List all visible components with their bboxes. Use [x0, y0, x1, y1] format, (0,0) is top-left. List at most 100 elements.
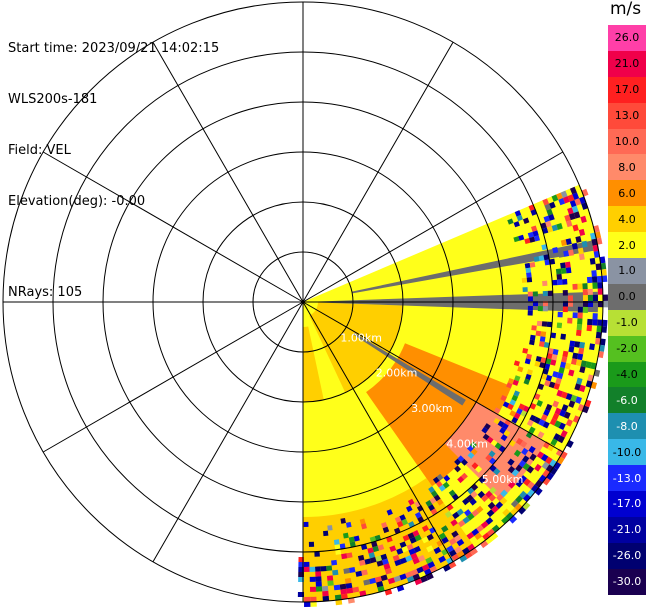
noise-cell: [481, 494, 489, 503]
noise-cell: [538, 418, 546, 427]
colorbar-entry: -6.0: [608, 387, 646, 414]
noise-cell: [376, 581, 384, 588]
noise-cell: [544, 363, 551, 370]
noise-cell: [407, 498, 415, 506]
noise-cell: [565, 261, 571, 268]
noise-cell: [501, 423, 509, 430]
noise-cell: [592, 244, 599, 252]
velocity-sector: [303, 326, 324, 402]
noise-cell: [541, 244, 548, 251]
noise-cell: [555, 377, 562, 385]
noise-cell: [507, 488, 516, 497]
noise-cell: [602, 300, 608, 308]
velocity-sector: [353, 332, 466, 406]
noise-cell: [499, 497, 508, 505]
noise-cell: [567, 317, 573, 324]
noise-cell: [545, 456, 553, 465]
noise-cell: [470, 448, 478, 456]
noise-cell: [543, 342, 550, 348]
noise-cell: [542, 368, 549, 375]
noise-cell: [542, 227, 549, 234]
noise-cell: [369, 536, 377, 543]
noise-cell: [346, 552, 353, 559]
noise-cell: [394, 559, 402, 567]
noise-cell: [367, 547, 374, 554]
noise-cell: [577, 312, 583, 319]
noise-cell: [579, 366, 586, 374]
noise-cell: [564, 214, 571, 222]
noise-cell: [517, 366, 524, 373]
noise-cell: [551, 194, 559, 202]
colorbar-entry: 0.0: [608, 283, 646, 310]
noise-cell: [359, 559, 366, 566]
noise-cell: [476, 524, 484, 533]
noise-cell: [518, 234, 525, 241]
noise-cell: [573, 211, 581, 219]
noise-cell: [558, 367, 565, 374]
noise-cell: [335, 549, 342, 555]
noise-cell: [374, 576, 382, 583]
noise-cell: [549, 418, 557, 426]
noise-cell: [405, 571, 413, 579]
noise-cell: [363, 579, 371, 586]
noise-cell: [589, 343, 595, 351]
noise-cell: [552, 400, 560, 408]
noise-cell: [382, 526, 390, 534]
noise-cell: [546, 353, 553, 360]
noise-cell: [304, 596, 311, 602]
noise-cell: [553, 433, 561, 441]
azimuth-spoke: [42, 301, 304, 453]
noise-cell: [309, 566, 316, 572]
noise-cell: [413, 545, 421, 553]
noise-cell: [364, 558, 372, 565]
noise-cell: [579, 341, 586, 349]
noise-cell: [513, 412, 521, 420]
noise-cell: [542, 469, 550, 478]
noise-cell: [536, 320, 543, 327]
noise-cell: [587, 294, 593, 302]
noise-cell: [562, 196, 570, 204]
noise-cell: [348, 567, 356, 573]
noise-cell: [353, 535, 360, 542]
noise-cell: [360, 543, 368, 551]
noise-cell: [469, 547, 478, 556]
noise-cell: [541, 321, 548, 327]
noise-cell: [436, 473, 444, 481]
noise-cell: [574, 383, 581, 391]
noise-cell: [369, 556, 377, 564]
noise-cell: [591, 238, 598, 246]
colorbar-entry: 17.0: [608, 76, 646, 103]
noise-cell: [489, 479, 497, 487]
noise-cell: [513, 360, 520, 367]
noise-cell: [349, 541, 356, 548]
noise-cell: [412, 530, 420, 537]
noise-cell: [548, 342, 555, 349]
noise-cell: [406, 543, 414, 551]
noise-cell: [556, 273, 563, 280]
noise-cell: [414, 511, 422, 519]
start-time-text: Start time: 2023/09/21 14:02:15: [8, 41, 220, 56]
noise-cell: [407, 532, 415, 540]
noise-cell: [590, 362, 597, 370]
noise-cell: [580, 265, 587, 272]
noise-cell: [529, 453, 537, 461]
noise-cell: [569, 199, 577, 208]
noise-cell: [562, 306, 568, 313]
noise-cell: [410, 568, 419, 576]
noise-cell: [507, 218, 514, 225]
noise-cell: [535, 355, 542, 363]
noise-cell: [597, 282, 603, 289]
noise-cell: [542, 290, 548, 297]
noise-cell: [575, 329, 582, 337]
noise-cell: [549, 201, 556, 209]
azimuth-spoke: [302, 301, 564, 453]
velocity-sector: [444, 402, 546, 500]
noise-cell: [381, 558, 389, 565]
noise-cell: [428, 504, 435, 512]
noise-cell: [580, 360, 587, 368]
azimuth-spoke: [152, 41, 304, 303]
noise-cell: [392, 554, 400, 562]
noise-cell: [534, 360, 541, 368]
colorbar-entry: -10.0: [608, 439, 646, 466]
noise-cell: [334, 594, 342, 601]
